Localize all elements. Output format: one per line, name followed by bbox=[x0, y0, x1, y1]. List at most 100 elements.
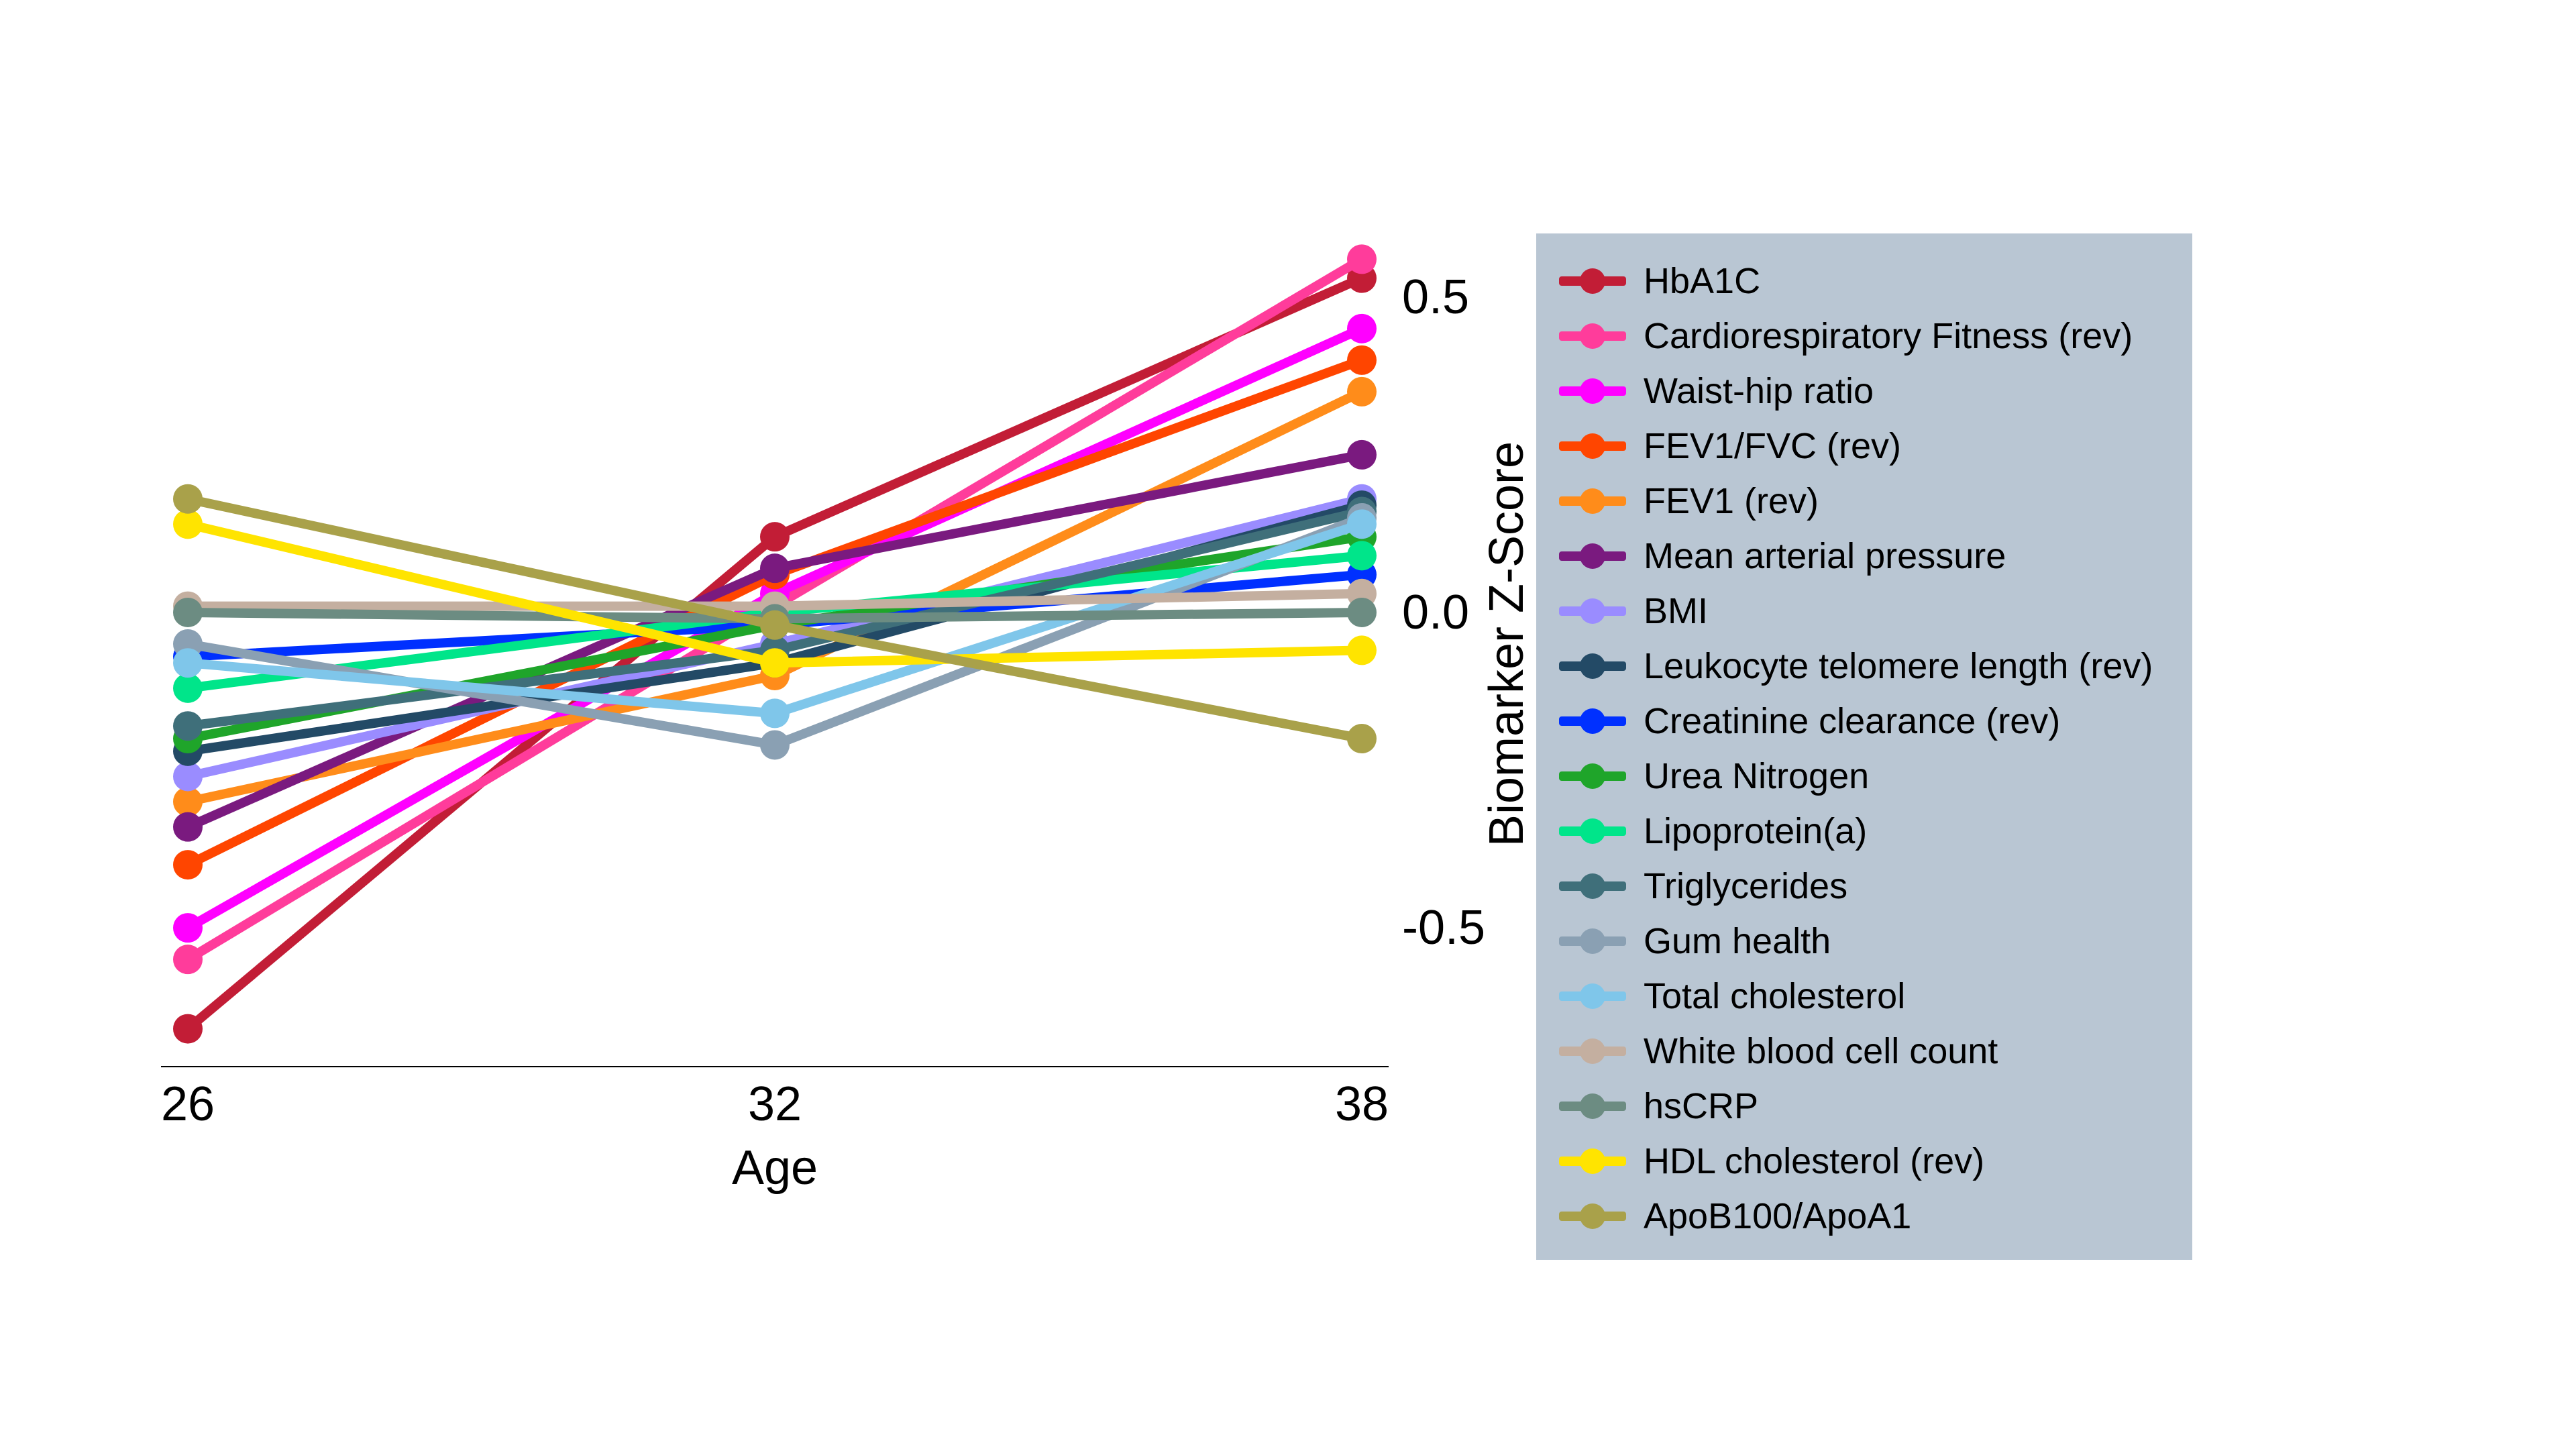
legend-swatch bbox=[1559, 694, 1626, 749]
series-marker bbox=[173, 850, 203, 879]
series-marker bbox=[1347, 440, 1377, 470]
legend-marker-icon bbox=[1580, 873, 1605, 899]
legend-marker-icon bbox=[1580, 433, 1605, 459]
legend-item: HbA1C bbox=[1559, 254, 1760, 309]
legend-marker-icon bbox=[1580, 1148, 1605, 1174]
series-marker bbox=[173, 1014, 203, 1044]
series-marker bbox=[1347, 509, 1377, 539]
legend-item: Triglycerides bbox=[1559, 859, 1847, 914]
legend-marker-icon bbox=[1580, 543, 1605, 569]
legend-swatch bbox=[1559, 1134, 1626, 1189]
legend-label: BMI bbox=[1644, 590, 1708, 632]
legend-item: Gum health bbox=[1559, 914, 1831, 969]
legend-item: FEV1 (rev) bbox=[1559, 474, 1819, 529]
legend-marker-icon bbox=[1580, 1093, 1605, 1119]
legend-swatch bbox=[1559, 969, 1626, 1024]
legend-label: ApoB100/ApoA1 bbox=[1644, 1195, 1911, 1237]
series-marker bbox=[173, 648, 203, 678]
legend-swatch bbox=[1559, 639, 1626, 694]
legend-swatch bbox=[1559, 859, 1626, 914]
legend-label: HDL cholesterol (rev) bbox=[1644, 1140, 1984, 1182]
series-marker bbox=[760, 522, 790, 551]
legend-swatch bbox=[1559, 419, 1626, 474]
legend-label: hsCRP bbox=[1644, 1085, 1758, 1127]
chart-container: { "chart": { "type": "line", "background… bbox=[0, 0, 2576, 1449]
legend-swatch bbox=[1559, 474, 1626, 529]
legend-label: Creatinine clearance (rev) bbox=[1644, 700, 2060, 742]
legend-item: ApoB100/ApoA1 bbox=[1559, 1189, 1911, 1244]
legend-label: Cardiorespiratory Fitness (rev) bbox=[1644, 315, 2133, 357]
series-marker bbox=[1347, 314, 1377, 343]
legend-label: FEV1 (rev) bbox=[1644, 480, 1819, 522]
legend-marker-icon bbox=[1580, 488, 1605, 514]
series-marker bbox=[1347, 377, 1377, 407]
series-marker bbox=[1347, 541, 1377, 570]
x-tick-label: 38 bbox=[1335, 1077, 1389, 1131]
series-marker bbox=[1347, 724, 1377, 753]
legend-label: Waist-hip ratio bbox=[1644, 370, 1874, 412]
legend-item: Waist-hip ratio bbox=[1559, 364, 1874, 419]
series-marker bbox=[1347, 345, 1377, 375]
legend-marker-icon bbox=[1580, 818, 1605, 844]
series-marker bbox=[760, 698, 790, 728]
legend-marker-icon bbox=[1580, 1203, 1605, 1229]
legend-swatch bbox=[1559, 529, 1626, 584]
y-tick-label: -0.5 bbox=[1402, 901, 1485, 955]
legend-swatch bbox=[1559, 749, 1626, 804]
series-marker bbox=[760, 648, 790, 678]
legend-item: Total cholesterol bbox=[1559, 969, 1905, 1024]
legend-marker-icon bbox=[1580, 983, 1605, 1009]
series-marker bbox=[1347, 598, 1377, 627]
series-marker bbox=[173, 509, 203, 539]
legend-marker-icon bbox=[1580, 928, 1605, 954]
x-tick-label: 32 bbox=[748, 1077, 802, 1131]
legend-label: FEV1/FVC (rev) bbox=[1644, 425, 1901, 467]
series-marker bbox=[173, 787, 203, 816]
legend-item: Mean arterial pressure bbox=[1559, 529, 2006, 584]
legend-label: Total cholesterol bbox=[1644, 975, 1905, 1017]
y-tick-label: 0.5 bbox=[1402, 270, 1469, 324]
legend-marker-icon bbox=[1580, 598, 1605, 624]
series-marker bbox=[173, 598, 203, 627]
series-marker bbox=[173, 945, 203, 974]
legend-swatch bbox=[1559, 584, 1626, 639]
legend-swatch bbox=[1559, 364, 1626, 419]
series-marker bbox=[173, 711, 203, 741]
legend-label: Lipoprotein(a) bbox=[1644, 810, 1867, 852]
x-axis-title: Age bbox=[732, 1141, 818, 1195]
series-marker bbox=[173, 674, 203, 703]
series-marker bbox=[173, 913, 203, 943]
legend-swatch bbox=[1559, 914, 1626, 969]
legend-label: Triglycerides bbox=[1644, 865, 1847, 907]
legend-label: Gum health bbox=[1644, 920, 1831, 962]
legend-label: Urea Nitrogen bbox=[1644, 755, 1869, 797]
legend-swatch bbox=[1559, 1189, 1626, 1244]
legend-item: Urea Nitrogen bbox=[1559, 749, 1869, 804]
legend-item: FEV1/FVC (rev) bbox=[1559, 419, 1901, 474]
legend-label: Mean arterial pressure bbox=[1644, 535, 2006, 577]
legend-item: White blood cell count bbox=[1559, 1024, 1998, 1079]
legend-marker-icon bbox=[1580, 323, 1605, 349]
legend-marker-icon bbox=[1580, 763, 1605, 789]
legend-swatch bbox=[1559, 1024, 1626, 1079]
series-marker bbox=[173, 761, 203, 791]
legend-swatch bbox=[1559, 804, 1626, 859]
legend-item: Creatinine clearance (rev) bbox=[1559, 694, 2060, 749]
legend-marker-icon bbox=[1580, 1038, 1605, 1064]
series-marker bbox=[1347, 635, 1377, 665]
legend: HbA1C Cardiorespiratory Fitness (rev) Wais… bbox=[1536, 233, 2192, 1260]
legend-marker-icon bbox=[1580, 708, 1605, 734]
legend-label: White blood cell count bbox=[1644, 1030, 1998, 1072]
legend-swatch bbox=[1559, 254, 1626, 309]
series-marker bbox=[760, 610, 790, 640]
legend-item: Cardiorespiratory Fitness (rev) bbox=[1559, 309, 2133, 364]
legend-label: HbA1C bbox=[1644, 260, 1760, 302]
series-marker bbox=[760, 730, 790, 759]
series-marker bbox=[1347, 244, 1377, 274]
series-marker bbox=[760, 553, 790, 583]
legend-swatch bbox=[1559, 309, 1626, 364]
legend-marker-icon bbox=[1580, 268, 1605, 294]
legend-label: Leukocyte telomere length (rev) bbox=[1644, 645, 2153, 687]
y-axis-title: Biomarker Z-Score bbox=[1480, 441, 1534, 847]
x-tick-label: 26 bbox=[161, 1077, 215, 1131]
